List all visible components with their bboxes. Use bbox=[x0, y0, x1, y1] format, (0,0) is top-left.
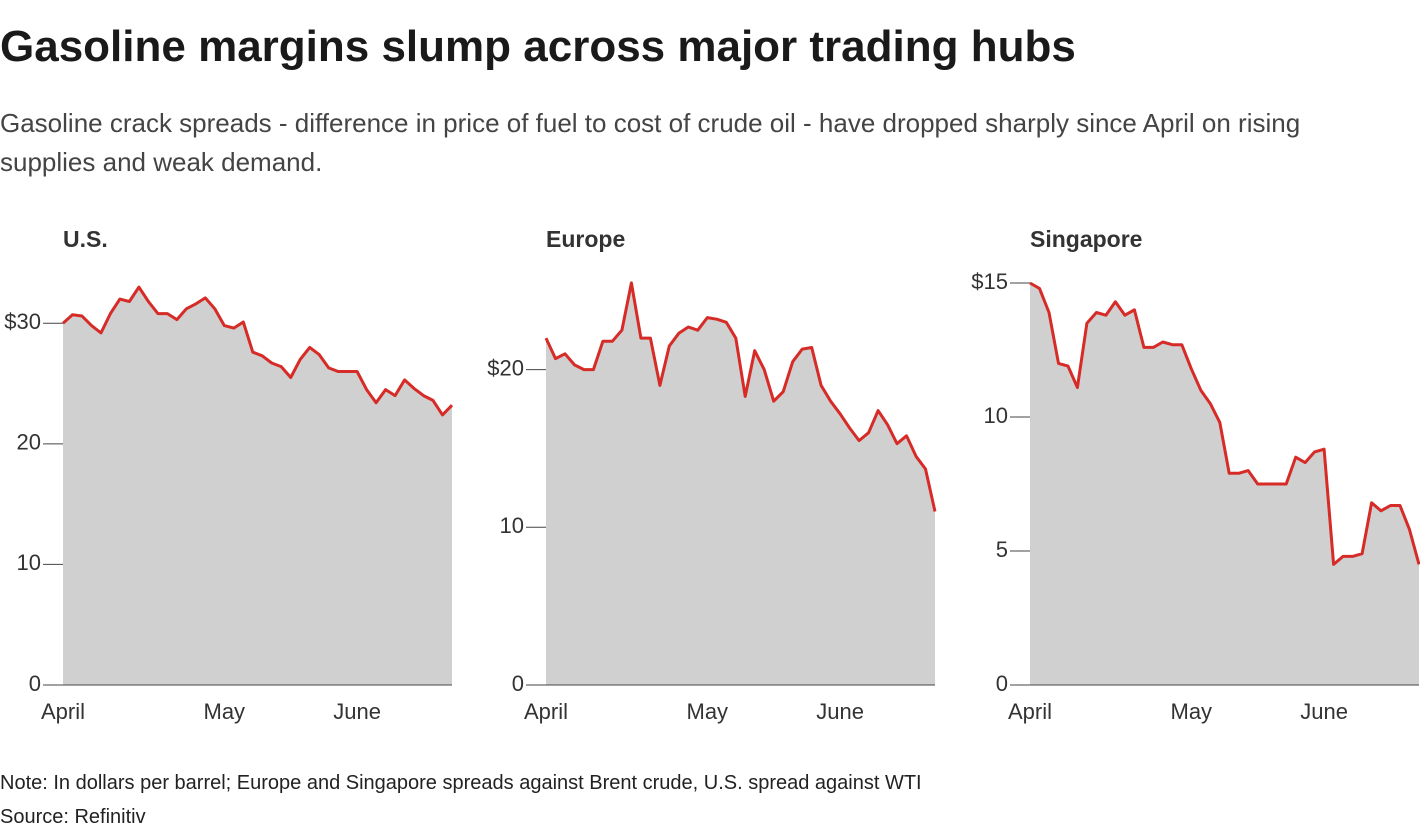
y-tick-label: 20 bbox=[17, 430, 41, 455]
area bbox=[1030, 283, 1419, 685]
x-tick-label: June bbox=[1300, 699, 1348, 724]
y-tick-label: 5 bbox=[996, 537, 1008, 562]
y-tick-label: $20 bbox=[487, 355, 524, 380]
x-tick-label: June bbox=[816, 699, 864, 724]
area bbox=[546, 282, 935, 685]
x-tick-label: June bbox=[333, 699, 381, 724]
x-tick-label: April bbox=[41, 699, 85, 724]
line bbox=[62, 285, 454, 417]
x-tick-label: April bbox=[524, 699, 568, 724]
note: Note: In dollars per barrel; Europe and … bbox=[0, 772, 922, 794]
x-tick-label: May bbox=[687, 699, 729, 724]
panel-title: Europe bbox=[546, 226, 625, 252]
y-tick-label: 0 bbox=[512, 671, 524, 696]
x-tick-label: May bbox=[204, 699, 246, 724]
line bbox=[544, 281, 937, 512]
source: Source: Refinitiv bbox=[0, 806, 146, 828]
panel-title: Singapore bbox=[1030, 226, 1142, 252]
title: Gasoline margins slump across major trad… bbox=[0, 22, 1076, 71]
y-tick-label: 10 bbox=[500, 513, 524, 538]
y-tick-label: 10 bbox=[984, 403, 1008, 428]
y-tick-label: $30 bbox=[4, 309, 41, 334]
y-tick-label: $15 bbox=[971, 269, 1008, 294]
line bbox=[1029, 281, 1420, 566]
y-tick-label: 10 bbox=[17, 550, 41, 575]
subtitle: Gasoline crack spreads - difference in p… bbox=[0, 108, 1301, 177]
area bbox=[63, 287, 452, 685]
x-tick-label: May bbox=[1171, 699, 1213, 724]
y-tick-label: 0 bbox=[29, 671, 41, 696]
y-tick-label: 0 bbox=[996, 671, 1008, 696]
panel-title: U.S. bbox=[63, 226, 108, 252]
x-tick-label: April bbox=[1008, 699, 1052, 724]
